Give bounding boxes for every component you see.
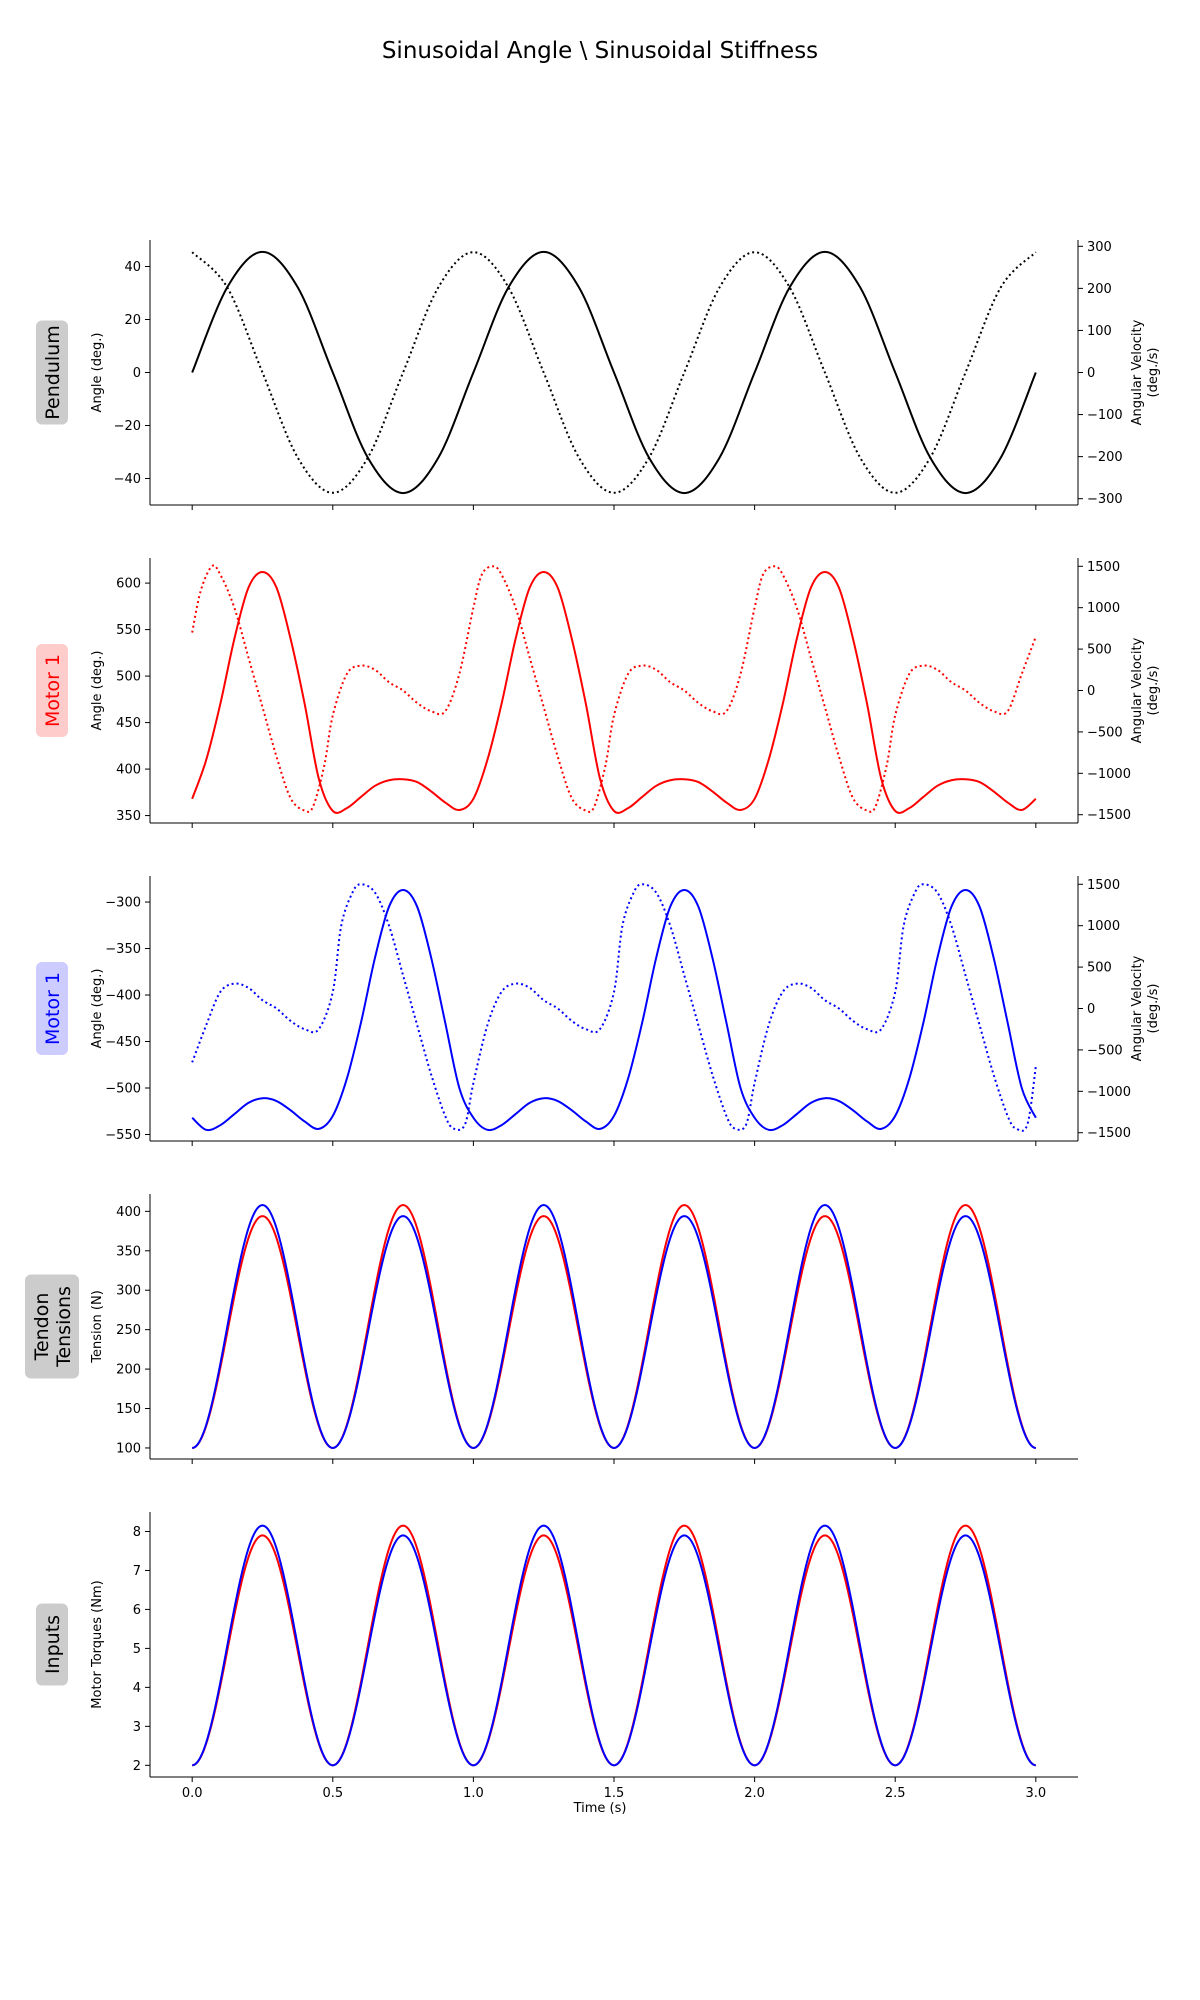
x-tick-label: 0.0 [182,1786,203,1801]
x-tick-label: 0.5 [322,1786,343,1801]
series-line-1 [191,888,1037,1132]
panel-3: −550 −500 −450 −400 −350 −300 −1500 −1000 −500 0 5… [36,876,1161,1146]
y2-tick-label: 500 [1087,961,1112,976]
x-tick-label: 1.0 [463,1786,484,1801]
y-tick-label: 550 [116,623,141,638]
y2-tick-label: 300 [1087,240,1112,255]
y-axis-label: Angle (deg.) [90,651,105,731]
y2-tick-label: 0 [1087,366,1095,381]
y-tick-label: −550 [105,1128,141,1143]
y-tick-label: 8 [133,1525,141,1540]
y-tick-label: 7 [133,1564,141,1579]
row-label: Tendon [31,1293,53,1362]
series-line-1 [191,250,1037,495]
y-tick-label: 4 [133,1681,141,1696]
y-tick-label: 350 [116,1244,141,1259]
y-tick-label: −400 [105,989,141,1004]
y-tick-label: 450 [116,716,141,731]
y-tick-label: 300 [116,1284,141,1299]
row-label-box [36,320,68,425]
y2-tick-label: 1500 [1087,560,1120,575]
y2-tick-label: 0 [1087,684,1095,699]
y-tick-label: 0 [133,366,141,381]
y-tick-label: 100 [116,1441,141,1456]
y2-tick-label: −1500 [1087,1126,1131,1141]
y-tick-label: 6 [133,1603,141,1618]
row-label-box [25,1274,79,1379]
series-line-2 [192,1204,1036,1449]
y-tick-label: −450 [105,1035,141,1050]
y-tick-label: 2 [133,1759,141,1774]
y-axis-label: Motor Torques (Nm) [90,1580,105,1708]
y2-tick-label: 1000 [1087,601,1120,616]
x-axis-label: Time (s) [573,1801,627,1816]
row-label-box [36,962,68,1055]
panel-2: 350 400 450 500 550 600 −1500 −1000 −500 0 500 1000… [36,558,1161,828]
y-tick-label: −20 [114,419,141,434]
x-tick-label: 3.0 [1025,1786,1046,1801]
series-line-1 [192,1524,1036,1767]
y-tick-label: 200 [116,1363,141,1378]
row-label-box [36,1603,68,1686]
y2-tick-label: −300 [1087,492,1123,507]
y2-tick-label: 100 [1087,324,1112,339]
figure-title: Sinusoidal Angle \ Sinusoidal Stiffness [382,38,818,64]
y2-tick-label: 0 [1087,1002,1095,1017]
row-label: Motor 1 [42,972,64,1045]
panel-5: 2 3 4 5 6 7 8 0.0 0.5 1.0 1.5 2.0 2.5 3.0 Motor Torque… [36,1512,1078,1801]
y2-axis-label: (deg./s) [1146,348,1161,398]
y-tick-label: −300 [105,896,141,911]
y2-axis-label: Angular Velocity [1130,637,1145,743]
y-tick-label: 20 [124,313,141,328]
y2-tick-label: −1000 [1087,1085,1131,1100]
y-tick-label: 250 [116,1323,141,1338]
y-tick-label: 600 [116,577,141,592]
x-tick-label: 2.5 [885,1786,906,1801]
y2-tick-label: −500 [1087,1043,1123,1058]
y-tick-label: −350 [105,942,141,957]
y-tick-label: 500 [116,670,141,685]
y-tick-label: 3 [133,1720,141,1735]
x-tick-label: 2.0 [744,1786,765,1801]
y-tick-label: 350 [116,809,141,824]
row-label-box [36,644,68,737]
series-line-2-dotted [191,251,1037,494]
y-tick-label: 40 [124,260,141,275]
y-axis-label: Angle (deg.) [90,333,105,413]
series-line-1 [192,1204,1036,1449]
y-tick-label: 5 [133,1642,141,1657]
row-label: Inputs [42,1615,64,1674]
y2-tick-label: −500 [1087,725,1123,740]
series-line-1 [191,570,1037,814]
series-line-2-dotted [191,883,1037,1132]
y-tick-label: −500 [105,1082,141,1097]
y-tick-label: 400 [116,1205,141,1220]
y-axis-label: Angle (deg.) [90,969,105,1049]
y2-axis-label: Angular Velocity [1130,955,1145,1061]
y2-axis-label: (deg./s) [1146,666,1161,716]
y2-tick-label: 200 [1087,282,1112,297]
y-axis-label: Tension (N) [90,1290,105,1364]
row-label: Motor 1 [42,654,64,727]
y2-tick-label: −200 [1087,450,1123,465]
y2-tick-label: 1000 [1087,919,1120,934]
y2-axis-label: (deg./s) [1146,984,1161,1034]
row-label: Tensions [53,1286,75,1368]
y2-tick-label: −1000 [1087,767,1131,782]
panel-4: 100 150 200 250 300 350 400 Tension (N) Tendon Te… [25,1194,1078,1464]
y2-tick-label: −1500 [1087,808,1131,823]
y2-tick-label: 500 [1087,643,1112,658]
row-label: Pendulum [42,325,64,419]
y-tick-label: 400 [116,763,141,778]
y2-tick-label: 1500 [1087,878,1120,893]
series-line-2-dotted [191,564,1037,813]
series-line-2 [192,1524,1036,1767]
y2-axis-label: Angular Velocity [1130,319,1145,425]
y-tick-label: −40 [114,472,141,487]
x-tick-label: 1.5 [604,1786,625,1801]
y-tick-label: 150 [116,1402,141,1417]
y2-tick-label: −100 [1087,408,1123,423]
